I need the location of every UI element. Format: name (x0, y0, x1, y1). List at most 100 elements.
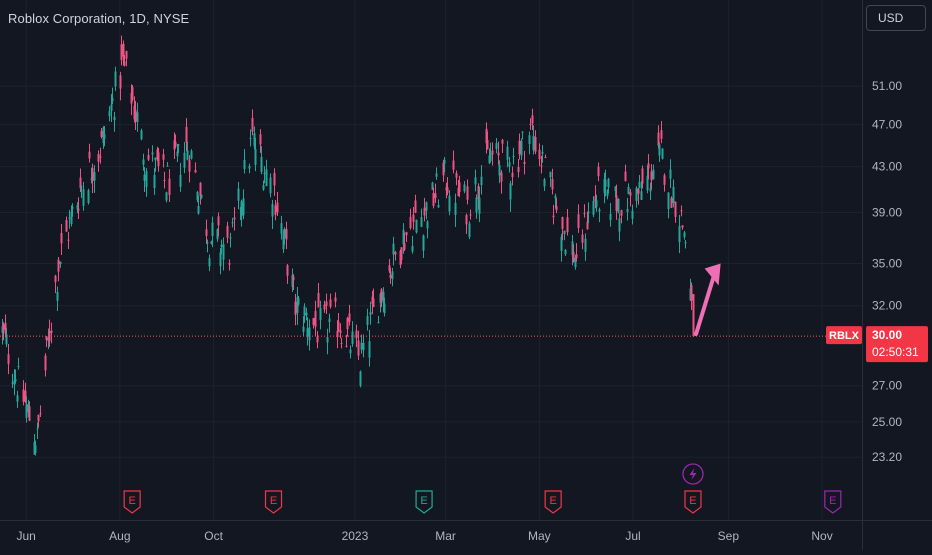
candle-body (638, 182, 641, 189)
candle-body (168, 178, 171, 195)
candle-body (229, 237, 232, 239)
candle-body (431, 182, 434, 190)
earnings-marker (123, 490, 141, 514)
candle-body (543, 179, 546, 187)
candle-body (414, 200, 417, 213)
candle-body (291, 275, 294, 287)
x-tick-label: Nov (811, 529, 832, 543)
candle-body (243, 159, 246, 170)
candle-body (99, 156, 102, 158)
candle-body (188, 160, 191, 172)
earnings-marker (415, 490, 433, 514)
candle-body (512, 156, 515, 158)
candle-body (263, 172, 266, 174)
candle-body (147, 155, 150, 160)
candle-body (555, 205, 558, 211)
candle-body (663, 175, 666, 185)
candle-body (87, 190, 90, 204)
candle-body (336, 330, 339, 337)
candle-body (495, 143, 498, 149)
candle-body (626, 209, 629, 213)
candle-body (314, 310, 317, 327)
candle-body (442, 162, 445, 176)
candle-body (635, 187, 638, 201)
currency-selector-button[interactable]: USD (866, 5, 926, 31)
candle-body (432, 192, 435, 206)
candle-body (110, 104, 113, 111)
candle-body (22, 389, 25, 402)
candle-body (532, 135, 535, 151)
candle-body (598, 209, 601, 212)
candle-body (405, 232, 408, 236)
trend-arrow-head (704, 263, 721, 286)
candle-body (571, 241, 574, 256)
candle-body (206, 242, 209, 244)
candle-body (618, 218, 621, 232)
candle-body (323, 304, 326, 310)
candle-body (380, 289, 383, 301)
candle-body (627, 187, 630, 194)
candle-body (57, 259, 60, 272)
candle-body (199, 182, 202, 197)
last-price-value: 30.00 (872, 328, 902, 342)
candle-body (190, 150, 193, 159)
candle-body (5, 334, 8, 345)
candle-body (328, 318, 331, 323)
candle-body (143, 174, 146, 181)
candle-body (563, 230, 566, 234)
candle-body (403, 243, 406, 250)
candle-body (552, 215, 555, 218)
candle-body (211, 222, 214, 237)
candle-body (641, 168, 644, 184)
candle-body (631, 210, 634, 219)
candle-body (355, 330, 358, 339)
candle-body (597, 166, 600, 177)
candle-body (661, 148, 664, 159)
candle-body (521, 131, 524, 133)
candle-body (76, 205, 79, 210)
candle-body (469, 214, 472, 216)
candle-body (165, 192, 168, 201)
candle-body (306, 328, 309, 337)
candle-body (151, 152, 154, 155)
earnings-marker-label: E (549, 495, 556, 507)
candle-body (28, 406, 31, 421)
candle-body (646, 175, 649, 191)
candle-body (194, 169, 197, 173)
candle-body (382, 291, 385, 304)
candle-body (506, 146, 509, 160)
candle-body (501, 139, 504, 144)
candle-body (500, 172, 503, 182)
candle-body (219, 252, 222, 267)
candle-body (37, 414, 40, 422)
candle-body (93, 172, 96, 181)
candle-body (308, 327, 311, 341)
candle-body (24, 390, 27, 402)
candle-body (561, 217, 564, 229)
candle-body (4, 322, 7, 334)
candle-body (345, 345, 348, 347)
candle-body (566, 217, 569, 233)
candle-body (509, 183, 512, 200)
y-tick-label: 47.00 (872, 118, 902, 132)
candle-body (466, 186, 469, 200)
candle-body (292, 276, 295, 281)
candle-body (17, 366, 20, 368)
x-tick-label: 2023 (342, 529, 369, 543)
x-tick-label: Mar (435, 529, 456, 543)
earnings-marker (264, 490, 283, 514)
candle-body (584, 238, 587, 252)
candle-body (489, 153, 492, 161)
candle-body (312, 318, 315, 326)
candle-body (652, 169, 655, 180)
candle-body (65, 220, 68, 232)
candle-body (176, 151, 179, 157)
candle-body (468, 223, 471, 237)
earnings-marker (684, 490, 702, 514)
candle-body (254, 149, 257, 165)
candle-body (551, 178, 554, 190)
candle-body (11, 382, 14, 384)
candle-body (302, 326, 305, 332)
